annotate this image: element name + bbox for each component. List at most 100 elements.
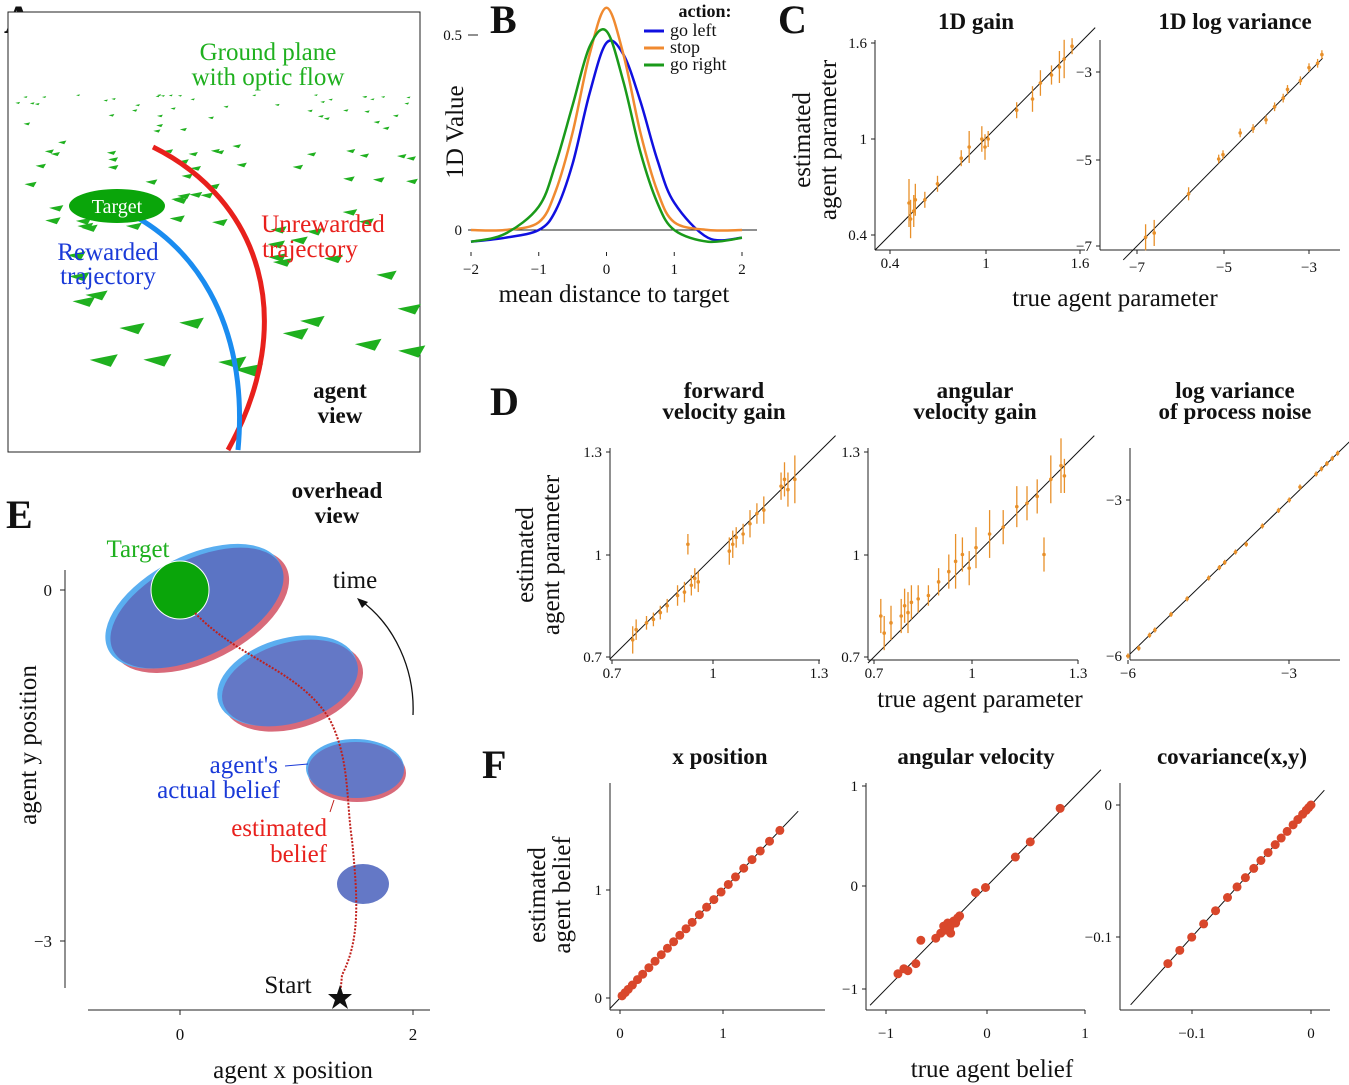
e-xtick-label: 2 (409, 1025, 418, 1044)
optic-flow-marker (125, 222, 142, 230)
y-tick-label: 1 (851, 779, 859, 795)
data-point (1217, 565, 1222, 570)
optic-flow-marker (145, 179, 158, 185)
data-point (1285, 87, 1290, 92)
optic-flow-marker (108, 157, 119, 162)
data-point (1010, 852, 1020, 862)
d3-title-2: of process noise (1159, 399, 1312, 424)
data-point (1187, 932, 1197, 942)
plot-d3: −6 −3 −3 −6 (1106, 441, 1349, 682)
optic-flow-marker (252, 94, 257, 97)
data-point (1281, 96, 1285, 100)
plot-f2: −1 0 1 1 0 −1 (842, 769, 1102, 1042)
data-point (1147, 633, 1152, 637)
data-point (1206, 576, 1211, 580)
data-point (739, 863, 749, 873)
plot-f3: −0.1 0 0 −0.1 (1085, 783, 1330, 1042)
optic-flow-marker (75, 217, 92, 225)
panel-letter-f: F (482, 742, 506, 787)
plot-c2: −7 −5 −3 −3 −5 −7 (1076, 40, 1340, 276)
b-xtick-label: −2 (463, 262, 479, 278)
d2-title: angular (937, 378, 1014, 403)
data-point (651, 617, 656, 622)
data-point (1055, 803, 1065, 813)
optic-flow-marker (370, 98, 375, 101)
optic-flow-marker (89, 354, 118, 367)
optic-flow-marker (42, 96, 47, 99)
optic-flow-marker (267, 253, 287, 262)
overhead-view-label-2: view (315, 503, 360, 528)
unrewarded-label-2: trajectory (262, 236, 358, 263)
data-point (634, 627, 638, 632)
b-xtick-label: 2 (738, 262, 746, 278)
agent-path (194, 612, 358, 998)
data-point (1186, 192, 1191, 196)
data-point (1216, 157, 1221, 161)
optic-flow-marker (81, 224, 98, 232)
optic-flow-marker (181, 173, 193, 179)
optic-flow-marker (207, 183, 220, 190)
optic-flow-marker (190, 166, 202, 171)
y-tick-label: −0.1 (1085, 930, 1112, 946)
data-point (1249, 863, 1259, 873)
x-tick-label: −5 (1216, 260, 1232, 276)
data-point (1152, 231, 1156, 235)
d-ylabel: estimated (512, 507, 539, 603)
c-xlabel: true agent parameter (1012, 285, 1218, 312)
data-point (1035, 494, 1039, 499)
data-point (987, 532, 992, 536)
data-point (908, 217, 913, 221)
data-point (682, 590, 687, 594)
data-point (907, 201, 911, 205)
b-ylabel: 1D Value (442, 85, 469, 178)
data-point (1163, 959, 1173, 969)
optic-flow-marker (157, 94, 162, 97)
x-tick-label: −3 (1301, 260, 1317, 276)
optic-flow-marker (153, 129, 161, 133)
data-point (1057, 65, 1062, 69)
optic-flow-marker (376, 270, 397, 280)
data-point (1306, 800, 1316, 810)
optic-flow-marker (307, 109, 313, 113)
x-tick-label: −0.1 (1178, 1026, 1205, 1042)
c-ylabel: estimated (789, 92, 816, 188)
x-tick-label: 1 (982, 256, 990, 272)
optic-flow-marker (323, 117, 330, 120)
optic-flow-marker (169, 215, 185, 223)
optic-flow-marker (306, 228, 323, 236)
data-point (923, 198, 927, 202)
belief-ellipse (222, 639, 358, 727)
data-point (1015, 504, 1019, 509)
data-point (675, 930, 685, 940)
data-point (1251, 126, 1255, 131)
data-point (630, 638, 635, 642)
data-point (1282, 826, 1292, 836)
optic-flow-marker (207, 116, 214, 120)
optic-flow-marker (45, 217, 61, 225)
optic-flow-marker (177, 193, 191, 200)
x-tick-label: 1 (709, 666, 717, 682)
data-point (980, 137, 984, 141)
data-point (911, 209, 916, 213)
data-point (687, 917, 697, 927)
optic-flow-marker (232, 144, 242, 149)
data-point (730, 542, 735, 547)
plot-c1: 0.4 1 1.6 0.4 1 1.6 (848, 27, 1096, 272)
data-point (675, 593, 680, 598)
optic-flow-marker (156, 124, 163, 128)
panel-letter-d: D (490, 379, 519, 424)
optic-flow-marker (67, 251, 86, 260)
data-point (650, 956, 660, 966)
optic-flow-marker (111, 97, 116, 100)
data-point (644, 963, 654, 973)
y-tick-label: 1 (853, 548, 861, 564)
estimated-belief-label: estimated (231, 815, 327, 842)
y-tick-label: 0.7 (841, 650, 860, 666)
c2-title: 1D log variance (1158, 9, 1311, 34)
b-series-stop (470, 6, 743, 232)
optic-flow-marker (396, 154, 407, 159)
data-point (916, 935, 926, 945)
optic-flow-marker (210, 148, 220, 153)
data-point (926, 593, 931, 598)
optic-flow-marker (200, 192, 214, 199)
